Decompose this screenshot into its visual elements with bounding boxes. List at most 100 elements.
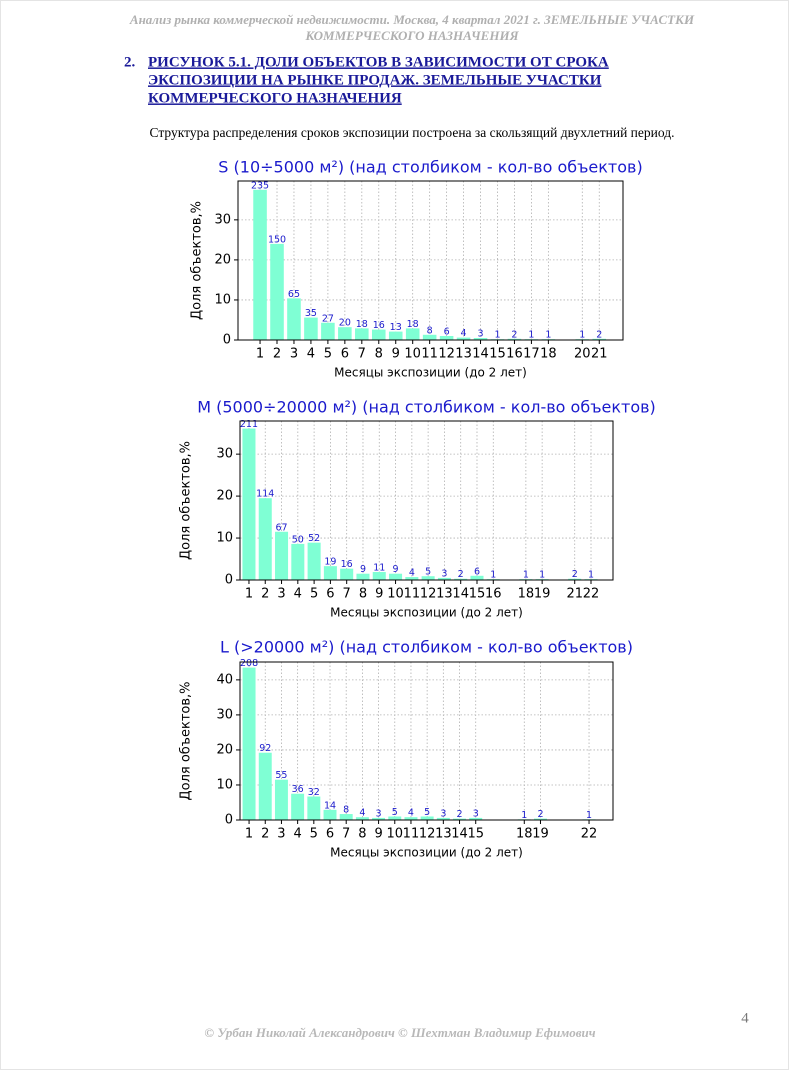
y-tick-label: 20: [216, 489, 233, 504]
plot-frame: [239, 661, 614, 821]
x-tick-label: 14: [452, 587, 469, 602]
bar: [258, 752, 272, 820]
chart: M (5000÷20000 м²) (над столбиком - кол-в…: [179, 398, 656, 620]
x-tick-label: 14: [472, 347, 489, 362]
x-tick-label: 3: [290, 347, 298, 362]
bar: [456, 337, 471, 340]
y-tick-label: 20: [214, 252, 231, 267]
count-label: 1: [523, 570, 529, 581]
count-label: 3: [441, 568, 447, 579]
count-label: 6: [474, 566, 480, 577]
x-axis-label: Месяцы экспозиции (до 2 лет): [330, 846, 523, 860]
bar: [404, 817, 418, 820]
count-label: 235: [251, 180, 269, 191]
x-tick-label: 8: [375, 347, 383, 362]
count-label: 5: [425, 567, 431, 578]
count-label: 3: [473, 808, 479, 819]
count-label: 32: [308, 787, 320, 798]
x-tick-label: 21: [591, 347, 608, 362]
x-tick-label: 2: [261, 587, 269, 602]
heading-line: ЭКСПОЗИЦИИ НА РЫНКЕ ПРОДАЖ. ЗЕМЕЛЬНЫЕ УЧ…: [148, 72, 602, 88]
bar: [372, 817, 386, 820]
x-tick-label: 1: [256, 347, 264, 362]
x-tick-label: 20: [574, 347, 591, 362]
bar: [291, 543, 305, 580]
bar: [356, 573, 370, 580]
x-tick-label: 1: [245, 587, 253, 602]
count-label: 36: [292, 784, 304, 795]
x-tick-label: 18: [516, 827, 533, 842]
bar: [275, 531, 289, 580]
heading-number: 2.: [124, 54, 136, 70]
x-axis-label: Месяцы экспозиции (до 2 лет): [334, 366, 527, 380]
count-label: 4: [409, 568, 415, 579]
y-tick-label: 30: [216, 447, 233, 462]
x-tick-label: 12: [419, 827, 436, 842]
count-label: 150: [268, 234, 286, 245]
plot-frame: [237, 180, 624, 341]
count-label: 92: [259, 743, 271, 754]
x-tick-label: 16: [485, 587, 502, 602]
count-label: 208: [240, 658, 258, 669]
x-tick-label: 5: [310, 587, 318, 602]
x-tick-label: 4: [293, 827, 301, 842]
x-tick-label: 5: [324, 347, 332, 362]
count-label: 3: [376, 808, 382, 819]
bar: [388, 331, 403, 340]
count-label: 13: [390, 322, 402, 333]
y-tick-label: 30: [214, 212, 231, 227]
chart-title: S (10÷5000 м²) (над столбиком - кол-во о…: [218, 158, 642, 177]
bar: [389, 573, 403, 580]
bar: [340, 568, 354, 580]
x-tick-label: 13: [436, 587, 453, 602]
x-tick-label: 11: [404, 587, 421, 602]
x-tick-label: 10: [386, 827, 403, 842]
y-tick-label: 0: [223, 333, 231, 348]
count-label: 2: [457, 809, 463, 820]
count-label: 18: [356, 319, 368, 330]
y-tick-label: 40: [216, 672, 233, 687]
count-label: 1: [579, 330, 585, 341]
count-label: 11: [373, 563, 385, 574]
x-tick-label: 5: [310, 827, 318, 842]
x-tick-label: 17: [523, 347, 540, 362]
count-label: 1: [528, 330, 534, 341]
x-tick-label: 10: [387, 587, 404, 602]
count-label: 8: [427, 325, 433, 336]
x-axis-label: Месяцы экспозиции (до 2 лет): [330, 606, 523, 620]
count-label: 1: [490, 570, 496, 581]
bar: [372, 572, 386, 580]
count-label: 114: [256, 489, 274, 500]
chart-title: M (5000÷20000 м²) (над столбиком - кол-в…: [197, 398, 656, 417]
header-line: КОММЕРЧЕСКОГО НАЗНАЧЕНИЯ: [304, 28, 519, 43]
bar: [405, 577, 419, 580]
count-label: 5: [424, 807, 430, 818]
bar: [453, 818, 467, 820]
x-tick-label: 9: [374, 827, 382, 842]
chart-title: L (>20000 м²) (над столбиком - кол-во об…: [220, 638, 633, 657]
bar: [436, 817, 450, 820]
y-tick-label: 10: [216, 531, 233, 546]
chart: L (>20000 м²) (над столбиком - кол-во об…: [179, 638, 633, 860]
count-label: 2: [572, 569, 578, 580]
x-tick-label: 15: [467, 827, 484, 842]
y-tick-label: 20: [216, 742, 233, 757]
count-label: 16: [341, 559, 353, 570]
bar: [287, 298, 301, 340]
bar: [592, 338, 607, 340]
y-tick-label: 0: [225, 813, 233, 828]
x-tick-label: 4: [294, 587, 302, 602]
x-tick-label: 7: [343, 587, 351, 602]
bar: [507, 338, 522, 340]
count-label: 1: [545, 330, 551, 341]
count-label: 3: [478, 328, 484, 339]
x-tick-label: 7: [358, 347, 366, 362]
y-tick-label: 10: [214, 292, 231, 307]
x-tick-label: 19: [534, 587, 551, 602]
bar: [422, 334, 437, 340]
count-label: 16: [373, 320, 385, 331]
bar: [355, 817, 369, 820]
x-tick-label: 15: [469, 587, 486, 602]
bar: [568, 578, 582, 580]
x-tick-label: 11: [421, 347, 438, 362]
